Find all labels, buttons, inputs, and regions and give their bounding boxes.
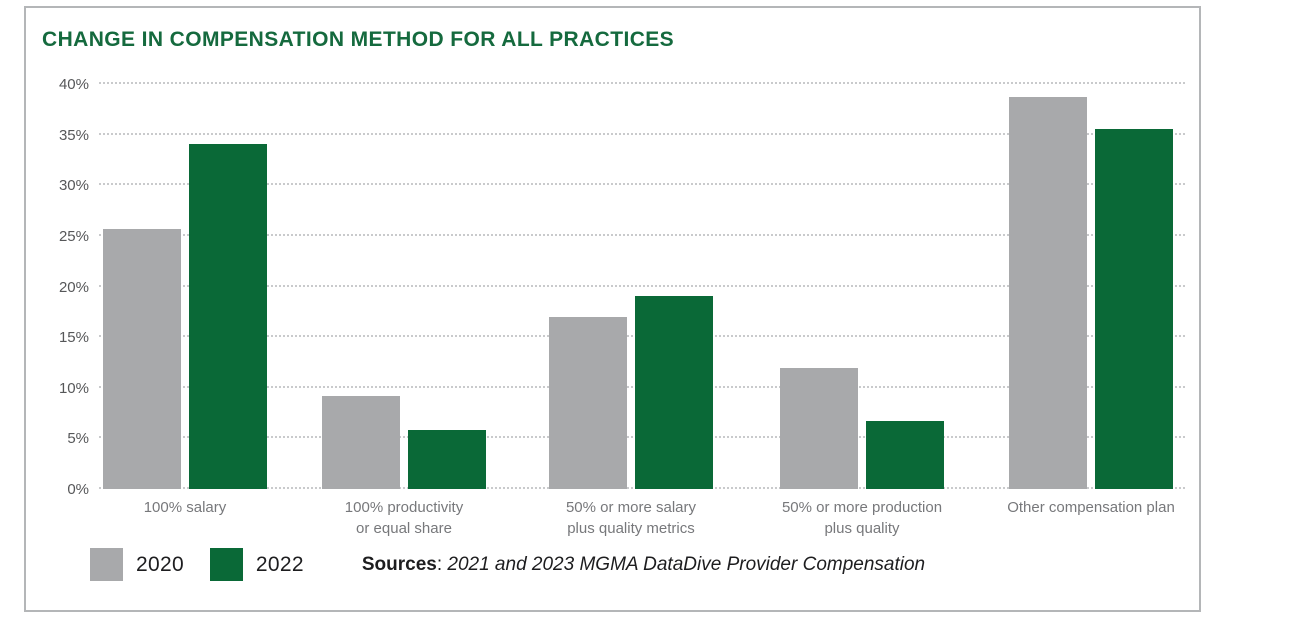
- y-axis-tick-15: 15%: [58, 329, 89, 347]
- bar-2022-group-3: [635, 295, 713, 489]
- y-axis-tick-35: 35%: [58, 126, 89, 144]
- gridline-35: [99, 132, 1185, 135]
- sources-note: Sources: 2021 and 2023 MGMA DataDive Pro…: [362, 554, 925, 576]
- sources-separator: :: [436, 553, 448, 575]
- legend-label-2022: 2022: [255, 552, 304, 576]
- plot-area: 0% 5% 10% 15% 20% 25% 30% 35% 40% 100% salary 100%…: [59, 76, 1185, 537]
- gridline-40: [99, 82, 1185, 84]
- y-axis-tick-10: 10%: [58, 379, 89, 397]
- bar-2022-group-1: [189, 143, 267, 489]
- bar-2022-group-4: [866, 421, 944, 489]
- y-axis-tick-20: 20%: [58, 278, 89, 296]
- category-label-4: 50% or more production plus quality: [781, 499, 943, 537]
- bar-group-1: [103, 84, 267, 489]
- chart-title: CHANGE IN COMPENSATION METHOD FOR ALL PR…: [42, 28, 675, 51]
- bar-group-4: [780, 84, 944, 489]
- legend-item-2020: 2020: [90, 548, 210, 581]
- y-axis-tick-30: 30%: [58, 177, 89, 195]
- bar-2020-group-2: [322, 395, 400, 489]
- category-label-1: 100% salary: [143, 499, 227, 516]
- legend-item-2022: 2022: [209, 548, 330, 581]
- legend-swatch-2020: [90, 548, 123, 581]
- gridline-25: [99, 233, 1185, 236]
- category-label-3: 50% or more salary plus quality metrics: [565, 499, 697, 537]
- chart-footer: 2020 2022 Sources: 2021 and 2023 MGMA Da…: [90, 548, 925, 581]
- category-label-5: Other compensation plan: [1007, 499, 1175, 516]
- bar-group-3: [549, 84, 713, 489]
- gridline-30: [99, 183, 1185, 186]
- gridline-20: [99, 284, 1185, 287]
- legend-swatch-2022: [209, 548, 243, 581]
- legend-label-2020: 2020: [136, 552, 184, 576]
- bar-2020-group-3: [549, 316, 627, 489]
- sources-text: 2021 and 2023 MGMA DataDive Provider Com…: [447, 553, 926, 575]
- bar-2020-group-4: [780, 367, 858, 489]
- bar-group-5: [1009, 84, 1173, 489]
- bar-group-2: [322, 84, 486, 489]
- category-label-2: 100% productivity or equal share: [344, 499, 464, 537]
- y-axis-tick-0: 0%: [67, 481, 89, 498]
- bar-2022-group-2: [408, 430, 486, 489]
- bar-2022-group-5: [1095, 128, 1173, 489]
- y-axis-tick-25: 25%: [58, 227, 89, 245]
- y-axis-tick-5: 5%: [67, 430, 89, 448]
- y-axis-tick-40: 40%: [58, 76, 89, 93]
- bar-2020-group-1: [103, 228, 181, 489]
- sources-label: Sources: [361, 553, 437, 575]
- bar-2020-group-5: [1009, 97, 1087, 489]
- chart-panel: CHANGE IN COMPENSATION METHOD FOR ALL PR…: [24, 6, 1201, 612]
